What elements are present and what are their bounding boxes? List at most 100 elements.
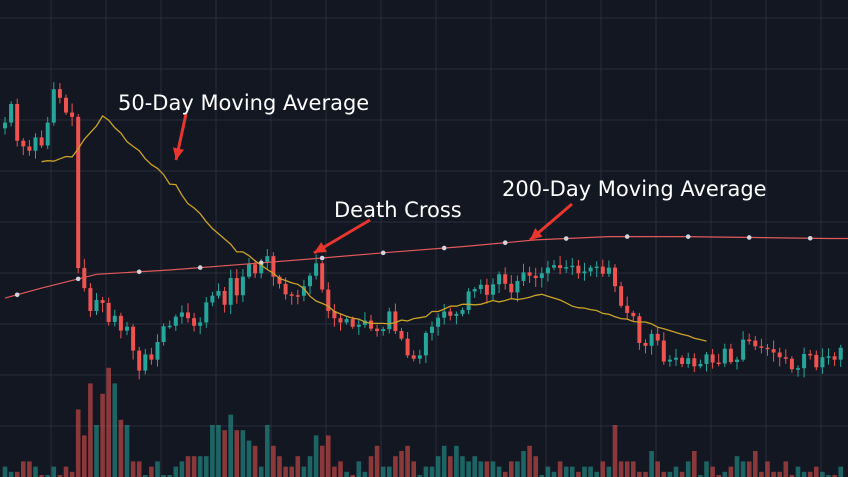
candle-body <box>112 315 117 322</box>
candle-body <box>308 275 312 287</box>
volume-bar <box>2 466 8 477</box>
volume-bar <box>765 461 770 477</box>
candle-body <box>216 290 221 296</box>
volume-bar <box>326 435 331 477</box>
volume-bar <box>606 466 612 477</box>
candle-body <box>722 348 727 364</box>
candle-body <box>186 312 190 319</box>
candle-body <box>21 140 26 147</box>
candle-body <box>600 266 605 274</box>
candle-body <box>234 278 239 296</box>
volume-bar <box>240 430 246 477</box>
candle-body <box>88 288 93 312</box>
volume-bar <box>295 456 301 477</box>
volume-bar <box>435 456 441 477</box>
candle-body <box>765 347 770 350</box>
volume-bar <box>75 409 81 477</box>
candle-body <box>405 338 410 356</box>
candle-body <box>491 284 495 295</box>
ma200-dot <box>136 269 142 275</box>
candle-body <box>606 267 611 274</box>
volume-bar <box>88 383 93 477</box>
volume-bar <box>716 475 721 477</box>
volume-bar <box>746 461 752 477</box>
volume-bar <box>63 466 69 477</box>
candle-body <box>710 354 715 363</box>
candle-body <box>94 300 99 312</box>
candle-body <box>796 368 800 370</box>
volume-bar <box>545 466 551 477</box>
volume-bar <box>759 471 764 477</box>
candle-body <box>387 311 392 330</box>
candle-body <box>527 272 532 276</box>
volume-bar <box>649 451 654 477</box>
volume-bar <box>344 471 349 477</box>
volume-bar <box>576 471 581 477</box>
candle-body <box>344 319 349 323</box>
candle-body <box>277 276 282 284</box>
candle-body <box>503 274 508 284</box>
candle-body <box>338 318 343 323</box>
candle-body <box>204 302 209 323</box>
volume-bar <box>722 471 728 477</box>
volume-bar <box>118 419 124 477</box>
volume-bar <box>411 461 416 477</box>
volume-bar <box>69 471 75 477</box>
volume-bar <box>783 461 789 477</box>
candle-body <box>271 256 276 277</box>
candle-body <box>692 358 697 367</box>
volume-bar <box>728 466 734 477</box>
volume-bars <box>2 367 843 477</box>
candle-body <box>594 266 599 269</box>
candle-body <box>39 137 44 146</box>
death-cross-arrow-head <box>314 242 327 253</box>
ma200-dot <box>807 235 813 241</box>
volume-bar <box>454 445 459 477</box>
candle-body <box>460 310 465 314</box>
volume-bar <box>307 456 313 477</box>
volume-bar <box>533 456 538 477</box>
ma200-dot <box>746 235 752 240</box>
volume-bar <box>417 475 423 477</box>
volume-bar <box>777 471 782 477</box>
volume-bar <box>356 461 362 477</box>
volume-bar <box>472 456 477 477</box>
candle-body <box>643 342 648 346</box>
candle-body <box>283 283 288 295</box>
candle-body <box>411 355 416 359</box>
candle-body <box>442 311 447 318</box>
volume-bar <box>94 425 99 477</box>
candle-body <box>613 267 617 287</box>
volume-bar <box>301 466 307 477</box>
candle-body <box>350 319 355 327</box>
volume-bar <box>313 435 319 477</box>
candle-body <box>100 300 105 303</box>
candle-body <box>552 265 556 268</box>
volume-bar <box>27 461 32 477</box>
candle-body <box>716 362 721 365</box>
volume-bar <box>820 471 825 477</box>
candle-body <box>423 332 428 356</box>
candle-body <box>637 316 642 343</box>
ma200-line <box>4 236 848 299</box>
ma200-dot <box>380 250 386 256</box>
volume-bar <box>399 451 404 477</box>
volume-bar <box>191 456 197 477</box>
volume-bar <box>258 466 264 477</box>
candle-body <box>45 122 50 146</box>
ma50-series <box>41 114 707 342</box>
volume-bar <box>637 471 642 477</box>
volume-bar <box>484 461 490 477</box>
candle-body <box>533 275 538 279</box>
volume-bar <box>155 461 160 477</box>
volume-bar <box>179 461 185 477</box>
candle-body <box>820 357 825 368</box>
volume-bar <box>149 466 154 477</box>
candle-body <box>259 262 264 274</box>
volume-bar <box>753 451 758 477</box>
volume-bar <box>612 425 618 477</box>
ma200-dot <box>441 245 447 251</box>
candle-body <box>265 256 270 263</box>
candle-body <box>125 326 129 331</box>
volume-bar <box>362 471 368 477</box>
